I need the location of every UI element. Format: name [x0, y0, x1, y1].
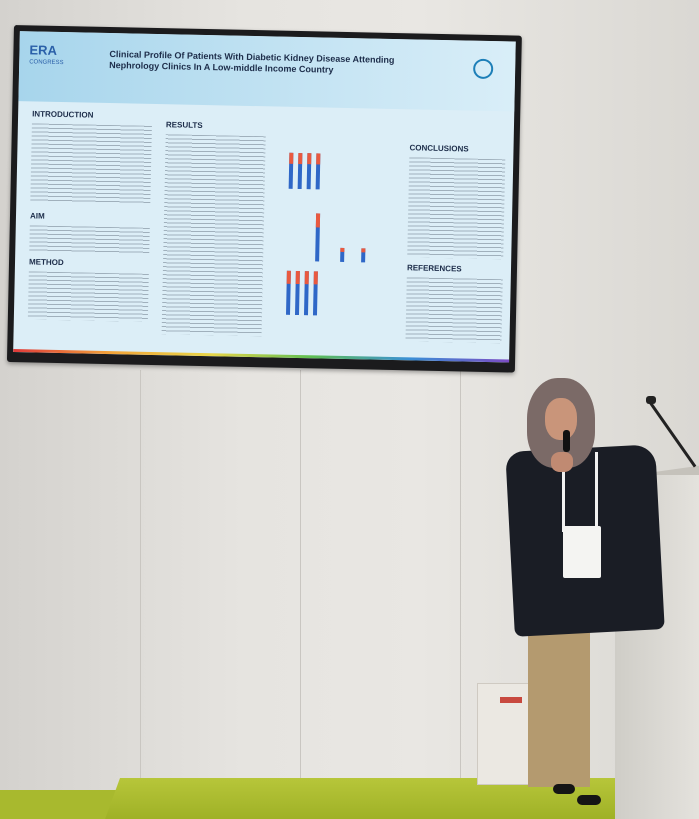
results-chart-1	[288, 149, 321, 190]
results-chart-2	[315, 209, 366, 263]
method-text	[27, 271, 149, 322]
display-screen: ERA CONGRESS Clinical Profile Of Patient…	[6, 25, 522, 373]
aim-heading: AIM	[29, 211, 45, 221]
presenter-shoe	[553, 784, 575, 794]
poster: ERA CONGRESS Clinical Profile Of Patient…	[13, 31, 516, 363]
presenter-shoe	[577, 795, 601, 805]
chart-bar	[340, 247, 345, 262]
wall-panel-seam	[140, 370, 141, 790]
chart-bar	[294, 270, 300, 316]
introduction-text	[30, 123, 152, 204]
conclusions-heading: CONCLUSIONS	[409, 143, 469, 154]
handheld-microphone-icon	[563, 430, 570, 452]
references-heading: REFERENCES	[406, 263, 462, 274]
presenter-trousers	[528, 627, 590, 787]
references-text	[405, 277, 503, 344]
congress-logo: ERA CONGRESS	[29, 42, 64, 67]
poster-color-strip	[13, 349, 510, 363]
method-heading: METHOD	[28, 257, 64, 268]
chart-bar	[315, 213, 321, 262]
introduction-heading: INTRODUCTION	[32, 109, 94, 120]
chart-bar	[315, 153, 321, 190]
presenter-face	[545, 398, 577, 440]
wall-panel-seam	[300, 370, 301, 790]
chart-bar	[303, 271, 309, 316]
chart-bar	[361, 248, 366, 263]
wall-panel-seam	[460, 370, 461, 790]
chart-bar	[285, 270, 291, 315]
chart-bar	[288, 152, 294, 189]
presenter-lanyard	[562, 452, 598, 532]
results-text	[161, 134, 266, 337]
green-floor	[105, 778, 699, 819]
chart-bar	[306, 153, 312, 190]
results-chart-3	[285, 269, 318, 316]
results-heading: RESULTS	[165, 120, 203, 130]
podium-microphone-icon	[646, 396, 656, 404]
presenter-hand	[551, 452, 573, 472]
tote-bag-logo	[500, 697, 522, 703]
presenter-badge	[563, 526, 601, 578]
chart-bar	[297, 152, 303, 190]
chart-bar	[312, 271, 318, 316]
conclusions-text	[407, 157, 506, 260]
aim-text	[29, 225, 150, 254]
